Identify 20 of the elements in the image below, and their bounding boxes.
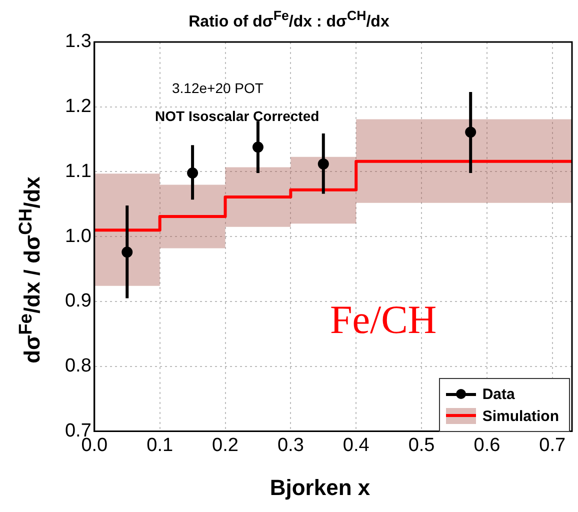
legend-label: Simulation bbox=[482, 408, 559, 424]
x-axis-title: Bjorken x bbox=[268, 475, 372, 501]
y-tick-label: 1.2 bbox=[64, 96, 92, 118]
y-tick-label: 0.9 bbox=[64, 290, 92, 312]
annotation: Fe/CH bbox=[330, 296, 437, 343]
annotation: 3.12e+20 POT bbox=[172, 80, 264, 96]
y-tick-label: 1.1 bbox=[64, 160, 92, 182]
x-tick-label: 0.2 bbox=[212, 434, 238, 456]
x-tick-label: 0.7 bbox=[539, 434, 566, 456]
y-tick-label: 1.3 bbox=[64, 31, 92, 52]
annotation: NOT Isoscalar Corrected bbox=[155, 108, 320, 124]
chart-title: Ratio of dσ$^{Fe}$/dx : dσ$^{CH}$/dx bbox=[188, 8, 390, 32]
y-tick-label: 1.0 bbox=[64, 226, 92, 247]
x-tick-label: 0.1 bbox=[146, 434, 174, 456]
legend-label: Data bbox=[482, 386, 515, 402]
x-tick-label: 0.3 bbox=[277, 434, 304, 456]
x-tick-label: 0.5 bbox=[408, 434, 435, 456]
x-tick-label: 0.4 bbox=[342, 434, 370, 456]
y-tick-label: 0.8 bbox=[64, 356, 92, 377]
x-tick-label: 0.6 bbox=[474, 434, 500, 456]
